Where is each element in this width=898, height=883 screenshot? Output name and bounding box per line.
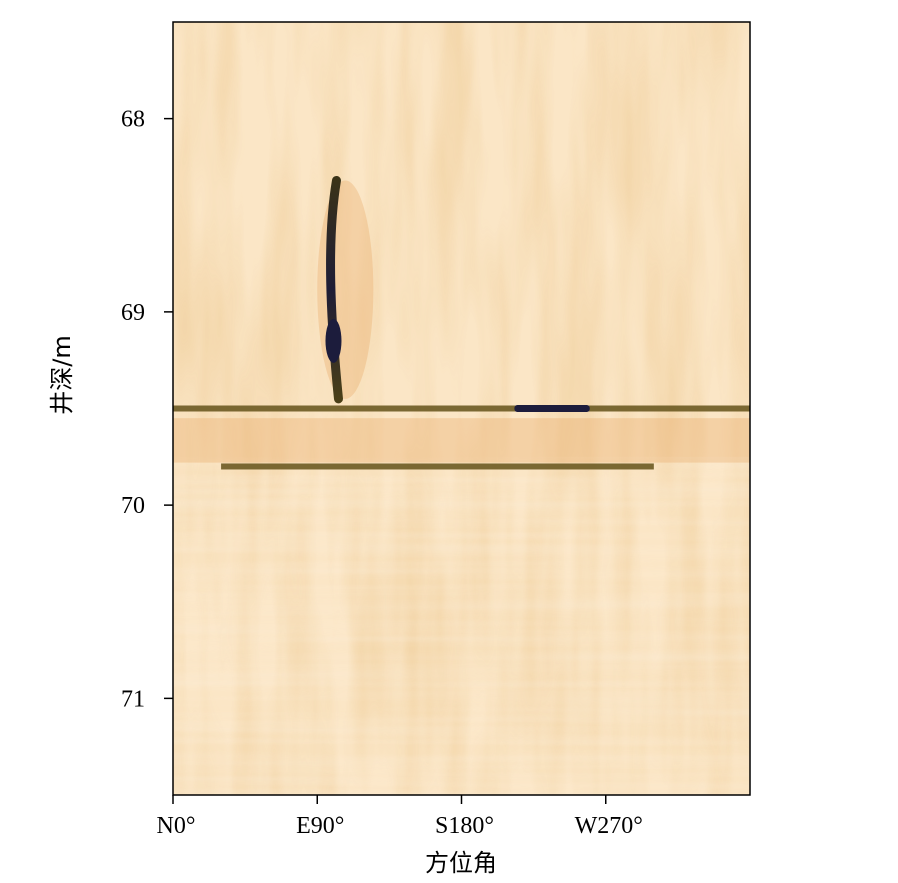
- fracture-features: [173, 175, 750, 470]
- x-tick-label: W270°: [575, 813, 643, 839]
- heatmap-bands: [173, 456, 750, 795]
- axes: 68 69 70 71 N0° E90° S180° W270°: [121, 21, 751, 839]
- feature-line-1: [173, 405, 750, 412]
- heatmap-zone: [173, 418, 750, 463]
- y-tick-label: 68: [121, 107, 145, 133]
- y-axis-label: 井深/m: [48, 335, 76, 414]
- x-tick-label: E90°: [296, 813, 344, 839]
- feature-trace-0: [326, 175, 343, 404]
- feature-spot-3: [514, 405, 590, 412]
- x-tick-label: N0°: [157, 813, 196, 839]
- x-tick-label: S180°: [435, 813, 494, 839]
- feature-core-0: [325, 318, 342, 363]
- y-tick-label: 71: [121, 686, 145, 712]
- feature-line-2: [221, 463, 654, 470]
- feature-halo-0: [317, 180, 374, 399]
- x-axis-label: 方位角: [425, 849, 497, 877]
- y-tick-label: 70: [121, 493, 145, 519]
- y-tick-label: 69: [121, 300, 145, 326]
